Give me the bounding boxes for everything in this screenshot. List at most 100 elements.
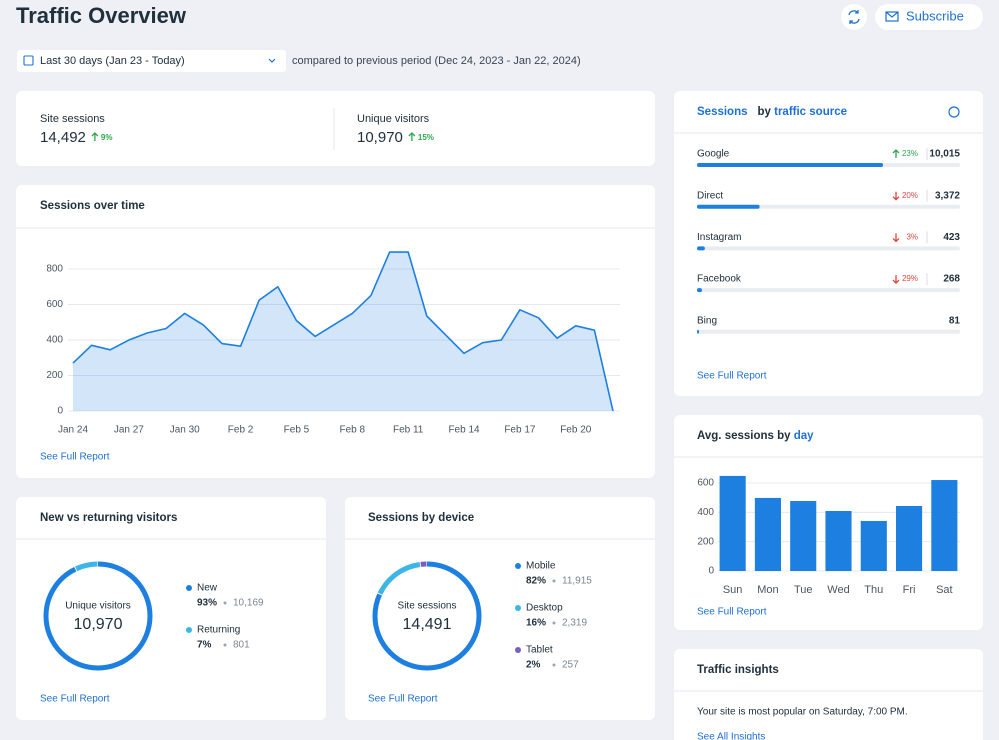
source-name: Bing [697,315,717,326]
report-link[interactable]: See Full Report [40,452,110,463]
x-tick-label: Jan 24 [58,425,88,436]
bullet [223,643,227,647]
x-tick-label: Fri [903,584,916,596]
bar-track [697,288,960,293]
legend-count: 801 [233,640,250,651]
source-bar [697,246,705,251]
donut-segment [372,561,482,671]
kpi-label: Site sessions [40,113,105,125]
trend-arrow [892,275,900,285]
report-link[interactable]: See Full Report [368,694,438,705]
source-change: 29% [902,274,918,283]
x-tick-label: Feb 11 [393,425,424,436]
y-tick-label: 600 [697,478,714,489]
bullet [223,601,227,605]
kpi-change: 15% [418,133,434,142]
y-tick-label: 400 [46,335,63,346]
card-title: Sessions by device [368,512,474,524]
x-tick-label: Feb 5 [284,425,310,436]
card-title: Sessions over time [40,200,145,212]
card-title[interactable]: Sessions by traffic source [697,106,847,118]
refresh-button[interactable] [841,4,867,30]
report-link[interactable]: See Full Report [697,371,767,382]
source-value: 268 [943,274,960,285]
insights-link[interactable]: See All Insights [697,732,765,740]
source-bar [697,204,760,209]
source-bar [697,288,702,293]
center-label: Site sessions [398,601,457,612]
legend-count: 11,915 [562,576,592,587]
dimension[interactable]: traffic source [774,106,847,118]
bar [931,480,958,571]
source-change: 23% [902,149,918,158]
legend-name: Returning [197,625,240,636]
dimension[interactable]: day [794,430,814,442]
bar [860,520,887,571]
legend-percent: 2% [526,660,541,671]
bullet [552,663,556,667]
bar [790,501,817,571]
refresh-icon [848,10,860,24]
bar [754,497,781,571]
chevron [268,58,276,63]
kpi-change: 9% [101,133,113,142]
x-tick-label: Feb 14 [448,425,480,436]
legend-name: Mobile [526,561,556,572]
insight-text: Your site is most popular on Saturday, 7… [697,707,908,718]
date-dropdown[interactable] [17,50,286,72]
source-name: Instagram [697,232,741,243]
subscribe-label[interactable]: Subscribe [906,8,964,23]
legend-name: New [197,583,218,594]
source-bar [697,163,884,167]
legend-percent: 93% [197,598,217,609]
kpi-value: 14,492 [40,129,86,146]
insights-card [674,649,983,740]
trend-arrow [892,233,900,243]
y-tick-label: 200 [697,536,714,547]
legend-count: 257 [562,660,579,671]
legend-dot [186,585,192,591]
report-link[interactable]: See Full Report [697,607,767,618]
card-title: Traffic insights [697,664,779,676]
source-change: 20% [902,191,918,200]
area [73,252,613,411]
center-value: 14,491 [403,616,452,633]
report-link[interactable]: See Full Report [40,694,110,705]
bar [896,506,923,571]
bar-track [697,246,960,251]
source-bar [697,329,699,334]
source-name: Google [697,149,730,160]
source-value: 10,015 [929,149,960,160]
legend-count: 2,319 [562,618,587,629]
title: Avg. sessions by [697,430,791,442]
metric[interactable]: Sessions [697,106,748,118]
bar [719,475,746,571]
date-range[interactable]: Last 30 days (Jan 23 - Today) [40,55,185,67]
source-name: Direct [697,190,723,201]
legend-name: Desktop [526,603,563,614]
x-tick-label: Jan 30 [170,425,200,436]
bar-track [697,329,960,334]
subscribe-button[interactable] [875,4,983,30]
card-title: Avg. sessions by day [697,430,814,442]
x-tick-label: Feb 8 [340,425,366,436]
x-tick-label: Sun [723,584,743,596]
source-value: 3,372 [935,190,960,201]
x-tick-label: Feb 17 [504,425,536,436]
center-label: Unique visitors [65,601,131,612]
y-tick-label: 600 [46,299,63,310]
info-icon[interactable] [948,106,960,118]
x-tick-label: Wed [827,584,849,596]
source-value: 81 [949,315,961,326]
sessions-card [16,185,655,478]
kpi-card [16,91,655,166]
x-tick-label: Thu [864,584,883,596]
kpi-value: 10,970 [357,129,403,146]
mail-icon [885,11,899,18]
source-change: 3% [906,233,918,242]
mail-icon [885,11,899,22]
legend-name: Tablet [526,645,553,656]
trend-arrow [408,132,416,141]
y-tick-label: 400 [697,507,714,518]
